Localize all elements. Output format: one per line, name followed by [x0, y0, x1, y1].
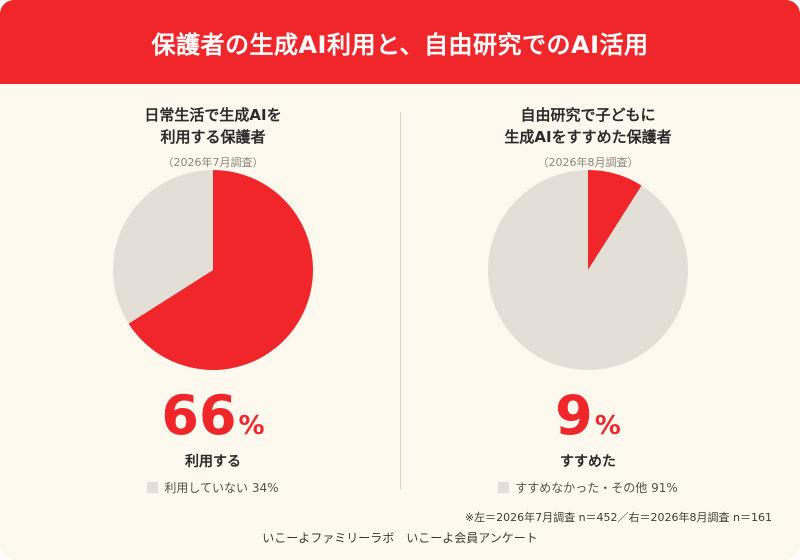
page-title: 保護者の生成AI利用と、自由研究でのAI活用 [151, 30, 649, 59]
survey-date: （2026年7月調査） [162, 156, 264, 169]
pie-chart [113, 170, 313, 370]
chart-title-line: 生成AIをすすめた保護者 [504, 128, 672, 146]
chart-title-line: 利用する保護者 [160, 128, 266, 146]
chart-title: 自由研究で子どもに 生成AIをすすめた保護者 [388, 104, 788, 148]
legend-label: すすめなかった・その他 91% [515, 481, 678, 495]
headline-percentage: 9% [388, 386, 788, 459]
chart-title-line: 自由研究で子どもに [520, 106, 656, 124]
pie-slice [128, 170, 313, 370]
chart-panel-right: 自由研究で子どもに 生成AIをすすめた保護者 （2026年8月調査） 9% すす… [388, 104, 788, 504]
pie-slice [113, 170, 213, 324]
footnote: ※左＝2026年7月調査 n＝452／右＝2026年8月調査 n＝161 [464, 511, 772, 524]
source-credit: いこーよファミリーラボ いこーよ会員アンケート [262, 531, 538, 545]
chart-title: 日常生活で生成AIを 利用する保護者 [13, 104, 413, 148]
panel-divider [400, 112, 401, 490]
headline-unit: % [238, 411, 265, 441]
headline-caption: 利用する [185, 454, 241, 470]
headline-caption: すすめた [560, 454, 616, 470]
legend-swatch [498, 482, 510, 493]
legend: すすめなかった・その他 91% [388, 479, 788, 496]
chart-panel-left: 日常生活で生成AIを 利用する保護者 （2026年7月調査） 66% 利用する … [13, 104, 413, 504]
legend-swatch [147, 482, 159, 493]
survey-date: （2026年8月調査） [537, 156, 639, 169]
pie-slice [488, 170, 688, 370]
pie-chart [488, 170, 688, 370]
header-banner: 保護者の生成AI利用と、自由研究でのAI活用 [0, 0, 800, 84]
headline-unit: % [594, 411, 621, 441]
chart-title-line: 日常生活で生成AIを [144, 106, 282, 124]
headline-value: 66 [161, 384, 237, 447]
legend: 利用していない 34% [13, 479, 413, 496]
headline-percentage: 66% [13, 386, 413, 459]
headline-value: 9 [555, 384, 593, 447]
pie-slice [588, 170, 642, 270]
legend-label: 利用していない 34% [164, 481, 279, 495]
